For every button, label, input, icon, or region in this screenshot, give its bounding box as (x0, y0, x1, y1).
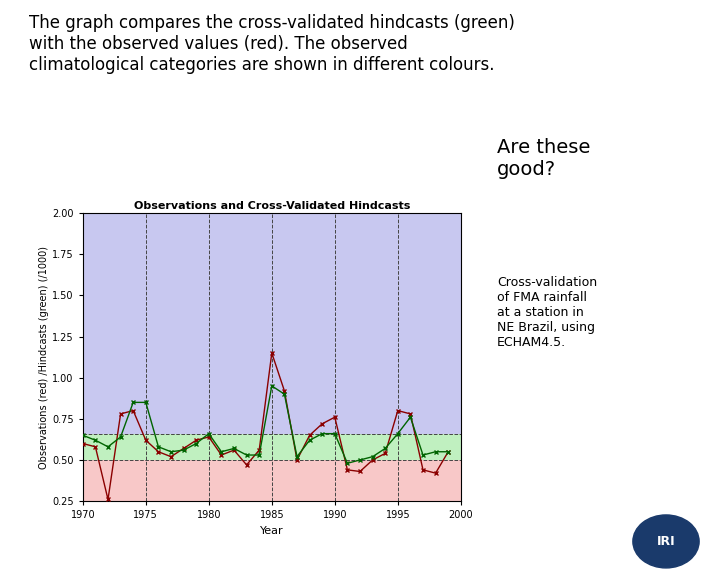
Text: Cross-validation
of FMA rainfall
at a station in
NE Brazil, using
ECHAM4.5.: Cross-validation of FMA rainfall at a st… (497, 276, 597, 350)
Bar (83, 460, 461, 501)
Bar (83, 213, 461, 434)
Y-axis label: Observations (red) /Hindcasts (green) (/1000): Observations (red) /Hindcasts (green) (/… (40, 245, 50, 469)
Text: IRI: IRI (657, 535, 675, 548)
Circle shape (633, 515, 699, 568)
Text: The graph compares the cross-validated hindcasts (green)
with the observed value: The graph compares the cross-validated h… (29, 14, 515, 74)
Bar (83, 434, 461, 460)
Title: Observations and Cross-Validated Hindcasts: Observations and Cross-Validated Hindcas… (134, 201, 410, 211)
Text: Are these
good?: Are these good? (497, 138, 590, 179)
X-axis label: Year: Year (260, 526, 284, 536)
